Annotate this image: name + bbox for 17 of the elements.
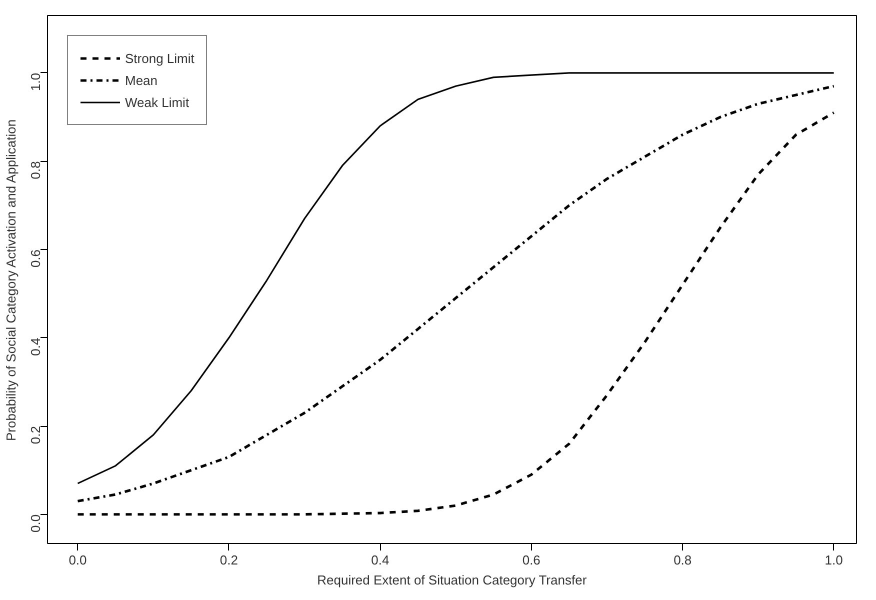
x-axis-title: Required Extent of Situation Category Transfer bbox=[317, 572, 588, 588]
y-axis-title: Probability of Social Category Activation and Application bbox=[4, 119, 18, 442]
y-tick-label: 0.6 bbox=[28, 249, 43, 268]
y-tick-label: 0.8 bbox=[28, 161, 43, 180]
x-tick-label: 0.0 bbox=[68, 552, 87, 568]
x-tick-label: 0.8 bbox=[674, 552, 692, 568]
x-tick-label: 0.4 bbox=[371, 552, 390, 568]
legend-label: Strong Limit bbox=[125, 50, 194, 66]
legend-label: Weak Limit bbox=[125, 94, 190, 110]
y-tick-label: 0.2 bbox=[28, 426, 43, 444]
x-tick-label: 0.2 bbox=[220, 552, 238, 568]
y-tick-label: 1.0 bbox=[28, 72, 43, 91]
y-tick-label: 0.0 bbox=[28, 514, 43, 532]
x-tick-label: 0.6 bbox=[522, 552, 540, 568]
x-tick-label: 1.0 bbox=[824, 552, 843, 568]
y-tick-label: 0.4 bbox=[28, 338, 43, 356]
legend-label: Mean bbox=[125, 72, 158, 88]
